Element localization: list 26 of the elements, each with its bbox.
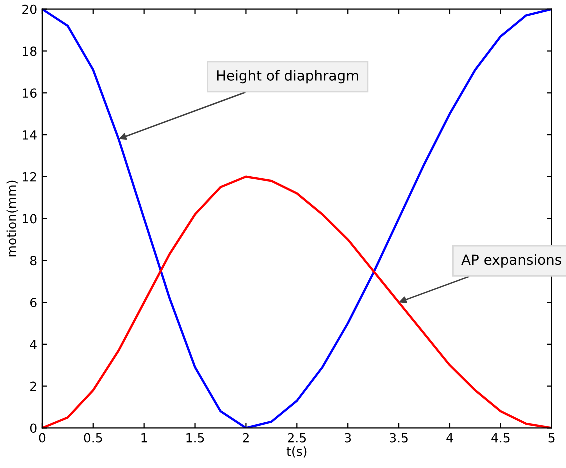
x-axis-title: t(s) xyxy=(286,446,307,458)
y-tick-label: 4 xyxy=(30,340,37,350)
y-tick-label: 12 xyxy=(23,172,36,182)
y-tick-label: 20 xyxy=(22,4,37,14)
y-tick-label: 2 xyxy=(30,382,36,392)
x-tick-label: 4.5 xyxy=(492,433,510,443)
x-tick-label: 1 xyxy=(142,433,148,443)
y-tick-label: 14 xyxy=(23,130,37,140)
x-tick-label: 4 xyxy=(446,433,454,443)
annotation: AP expansions xyxy=(462,254,562,268)
y-axis-title: motion(mm) xyxy=(6,180,18,257)
x-tick-label: 5 xyxy=(548,433,555,443)
y-tick-label: 8 xyxy=(30,256,37,266)
annotation: Height of diaphragm xyxy=(217,70,358,84)
x-tick-label: 0.5 xyxy=(84,433,102,443)
x-tick-label: 3.5 xyxy=(390,433,408,443)
y-tick-label: 16 xyxy=(23,88,37,98)
y-tick-label: 10 xyxy=(23,214,37,224)
y-tick-label: 0 xyxy=(30,424,37,434)
x-tick-label: 3 xyxy=(345,433,352,443)
x-tick-label: 2 xyxy=(243,433,249,443)
x-tick-label: 0 xyxy=(39,433,46,443)
x-tick-label: 2.5 xyxy=(288,433,306,443)
x-tick-label: 1.5 xyxy=(186,433,204,443)
y-tick-label: 6 xyxy=(30,298,37,308)
y-tick-label: 18 xyxy=(23,46,37,56)
